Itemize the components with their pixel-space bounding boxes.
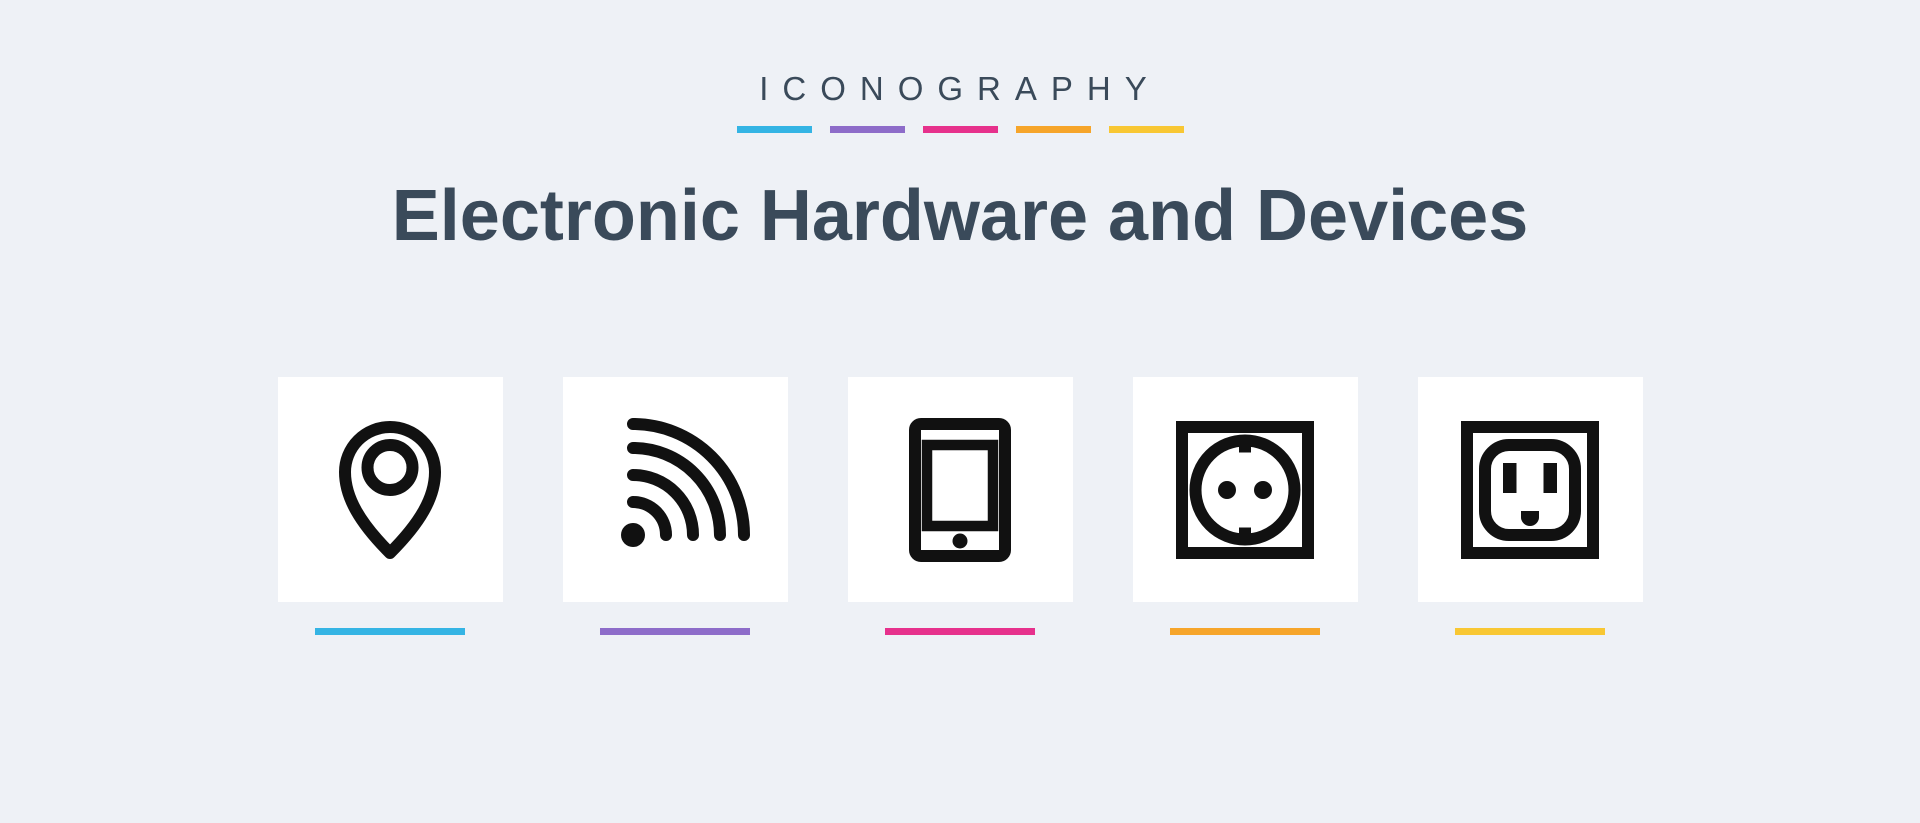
- icon-block: [848, 377, 1073, 635]
- icon-underline: [600, 628, 750, 635]
- icon-block: [278, 377, 503, 635]
- wifi-signal-icon: [600, 415, 750, 565]
- underline-segment-1: [737, 126, 812, 133]
- brand: ICONOGRAPHY: [759, 70, 1161, 108]
- page-title: Electronic Hardware and Devices: [392, 175, 1529, 257]
- underline-segment-2: [830, 126, 905, 133]
- power-socket-eu-icon: [1170, 415, 1320, 565]
- icon-underline: [315, 628, 465, 635]
- icon-card: [1133, 377, 1358, 602]
- underline-segment-5: [1109, 126, 1184, 133]
- header-underline: [737, 126, 1184, 133]
- icon-block: [1418, 377, 1643, 635]
- icon-card: [848, 377, 1073, 602]
- icon-card: [563, 377, 788, 602]
- icon-card: [1418, 377, 1643, 602]
- icon-underline: [1455, 628, 1605, 635]
- underline-segment-4: [1016, 126, 1091, 133]
- location-pin-icon: [315, 415, 465, 565]
- icons-row: [278, 377, 1643, 635]
- icon-block: [563, 377, 788, 635]
- icon-underline: [1170, 628, 1320, 635]
- header: ICONOGRAPHY Electronic Hardware and Devi…: [392, 70, 1529, 257]
- icon-card: [278, 377, 503, 602]
- icon-block: [1133, 377, 1358, 635]
- icon-underline: [885, 628, 1035, 635]
- tablet-icon: [885, 415, 1035, 565]
- power-socket-us-icon: [1455, 415, 1605, 565]
- underline-segment-3: [923, 126, 998, 133]
